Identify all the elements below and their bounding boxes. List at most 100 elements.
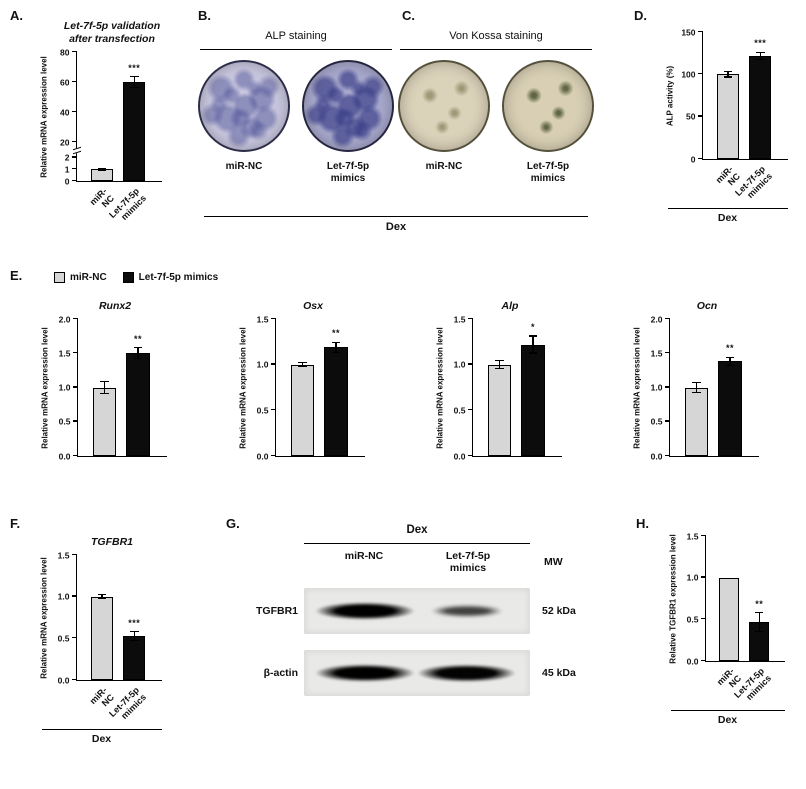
error-bar <box>756 51 765 60</box>
y-tick-label: 100 <box>681 69 696 80</box>
error-bar <box>97 594 107 600</box>
y-tick-label: 1.0 <box>453 359 466 370</box>
plot-area: 0 50 100 150 *** <box>681 28 788 163</box>
y-tick-mark <box>72 386 78 388</box>
significance-stars: * <box>530 322 535 333</box>
y-tick-mark <box>72 454 78 456</box>
plot-area: 0.0 0.5 1.0 1.5 ** <box>687 532 785 665</box>
y-tick-label: 1.0 <box>57 591 70 602</box>
error-bar <box>133 347 143 360</box>
plot-area: 0.0 0.5 1.0 1.5 *** <box>58 551 162 684</box>
y-tick-label: 0.5 <box>256 405 269 416</box>
y-axis-label-text: Relative mRNA expression level <box>435 327 445 449</box>
error-bar <box>755 611 764 632</box>
panel-letter-h: H. <box>636 516 649 531</box>
blot-film <box>304 588 530 634</box>
group-underline <box>670 710 785 711</box>
protein-band <box>417 664 517 682</box>
data-bar <box>487 364 511 456</box>
y-tick-mark <box>71 637 77 639</box>
y-axis-label-text: Relative mRNA expression level <box>39 56 49 178</box>
y-tick-mark <box>467 363 473 365</box>
legend-label: Let-7f-5p mimics <box>138 272 219 283</box>
y-axis-label: Relative mRNA expression level <box>632 319 643 457</box>
panel-letter-c: C. <box>402 8 415 23</box>
y-tick-label: 20 <box>60 137 70 148</box>
panel-western-blot: Dex miR-NC Let-7f-5p mimics MW TGFBR1 52… <box>242 524 602 704</box>
data-bar <box>123 82 146 181</box>
group-underline <box>204 216 588 217</box>
y-axis-label: Relative mRNA expression level <box>238 319 249 457</box>
protein-label: β-actin <box>263 667 298 679</box>
y-axis-label: Relative mRNA expression level <box>435 319 446 457</box>
error-bar <box>331 341 341 353</box>
data-bar <box>90 169 114 181</box>
y-tick-label: 0.0 <box>58 450 71 461</box>
y-tick-label: 1.0 <box>650 382 663 393</box>
plot-area: 0 1 2 20 40 60 80 *** <box>60 48 162 185</box>
y-tick-mark <box>664 454 670 456</box>
y-tick-mark <box>270 317 276 319</box>
y-tick-mark <box>71 678 77 680</box>
y-axis-label-text: ALP activity (%) <box>665 65 675 127</box>
y-tick-mark <box>71 156 77 158</box>
panel-letter-f: F. <box>10 516 21 531</box>
culture-well-image <box>302 60 394 152</box>
error-bar <box>494 360 504 370</box>
well-label: miR-NC <box>425 161 463 172</box>
column-header-mimics: Let-7f-5p mimics <box>445 550 491 574</box>
staining-title: ALP staining <box>200 30 392 50</box>
y-tick-mark <box>72 317 78 319</box>
error-bar <box>130 76 139 89</box>
chart-alp: Alp Relative mRNA expression level 0.0 0.5 1… <box>409 300 587 460</box>
y-tick-label: 0 <box>64 175 70 186</box>
y-tick-mark <box>664 317 670 319</box>
staining-group: Dex <box>204 216 588 233</box>
chart-alp-activity: ALP activity (%) 0 50 100 150 *** miR-NC Let-7f… <box>648 28 804 234</box>
data-bar <box>716 74 740 159</box>
y-tick-label: 1.0 <box>58 382 71 393</box>
y-tick-mark <box>467 409 473 411</box>
y-tick-mark <box>270 409 276 411</box>
y-tick-label: 1.5 <box>453 313 466 324</box>
chart-let7f-validation: Let-7f-5p validation after transfection R… <box>16 20 184 230</box>
plot-area: 0.0 0.5 1.0 1.5 * <box>454 315 562 460</box>
y-tick-mark <box>467 317 473 319</box>
y-tick-label: 0.0 <box>57 674 70 685</box>
y-tick-mark <box>71 110 77 113</box>
y-tick-label: 0.0 <box>453 450 466 461</box>
error-bar <box>691 382 701 393</box>
well-label: miR-NC <box>225 161 263 172</box>
chart-title: Let-7f-5p validation after transfection <box>63 20 161 45</box>
y-tick-label: 0 <box>690 153 696 164</box>
staining-title: Von Kossa staining <box>400 30 592 50</box>
plot-area: 0.0 0.5 1.0 1.5 2.0 ** <box>59 315 167 460</box>
data-bar <box>324 347 348 456</box>
y-tick-label: 1.5 <box>256 313 269 324</box>
plot-area: 0.0 0.5 1.0 1.5 2.0 ** <box>651 315 759 460</box>
y-tick-label: 0.5 <box>686 614 699 625</box>
error-bar <box>725 356 735 367</box>
y-tick-mark <box>697 73 703 75</box>
y-tick-label: 1 <box>64 164 70 175</box>
chart-tgfbr1-protein: Relative TGFBR1 expression level 0.0 0.5 1.… <box>648 532 804 736</box>
x-tick-label: Let-7f-5p mimics <box>732 666 774 703</box>
data-bar <box>718 361 742 456</box>
y-tick-label: 1.5 <box>686 530 699 541</box>
y-tick-mark <box>72 420 78 422</box>
data-bar <box>90 596 114 680</box>
y-axis-label: Relative mRNA expression level <box>40 319 51 457</box>
y-tick-mark <box>71 50 77 52</box>
y-tick-label: 60 <box>60 76 70 87</box>
y-axis-label: Relative mRNA expression level <box>39 555 50 681</box>
y-tick-mark <box>71 595 77 597</box>
panel-alp-staining: ALP staining miR-NC Let-7f-5p mimics <box>198 30 394 185</box>
y-tick-mark <box>697 157 703 159</box>
data-bar <box>290 364 314 456</box>
mw-label: 45 kDa <box>542 667 576 679</box>
y-tick-label: 80 <box>60 46 70 57</box>
y-tick-mark <box>71 553 77 555</box>
wells-row: miR-NC Let-7f-5p mimics <box>198 60 394 185</box>
y-tick-mark <box>664 351 670 354</box>
